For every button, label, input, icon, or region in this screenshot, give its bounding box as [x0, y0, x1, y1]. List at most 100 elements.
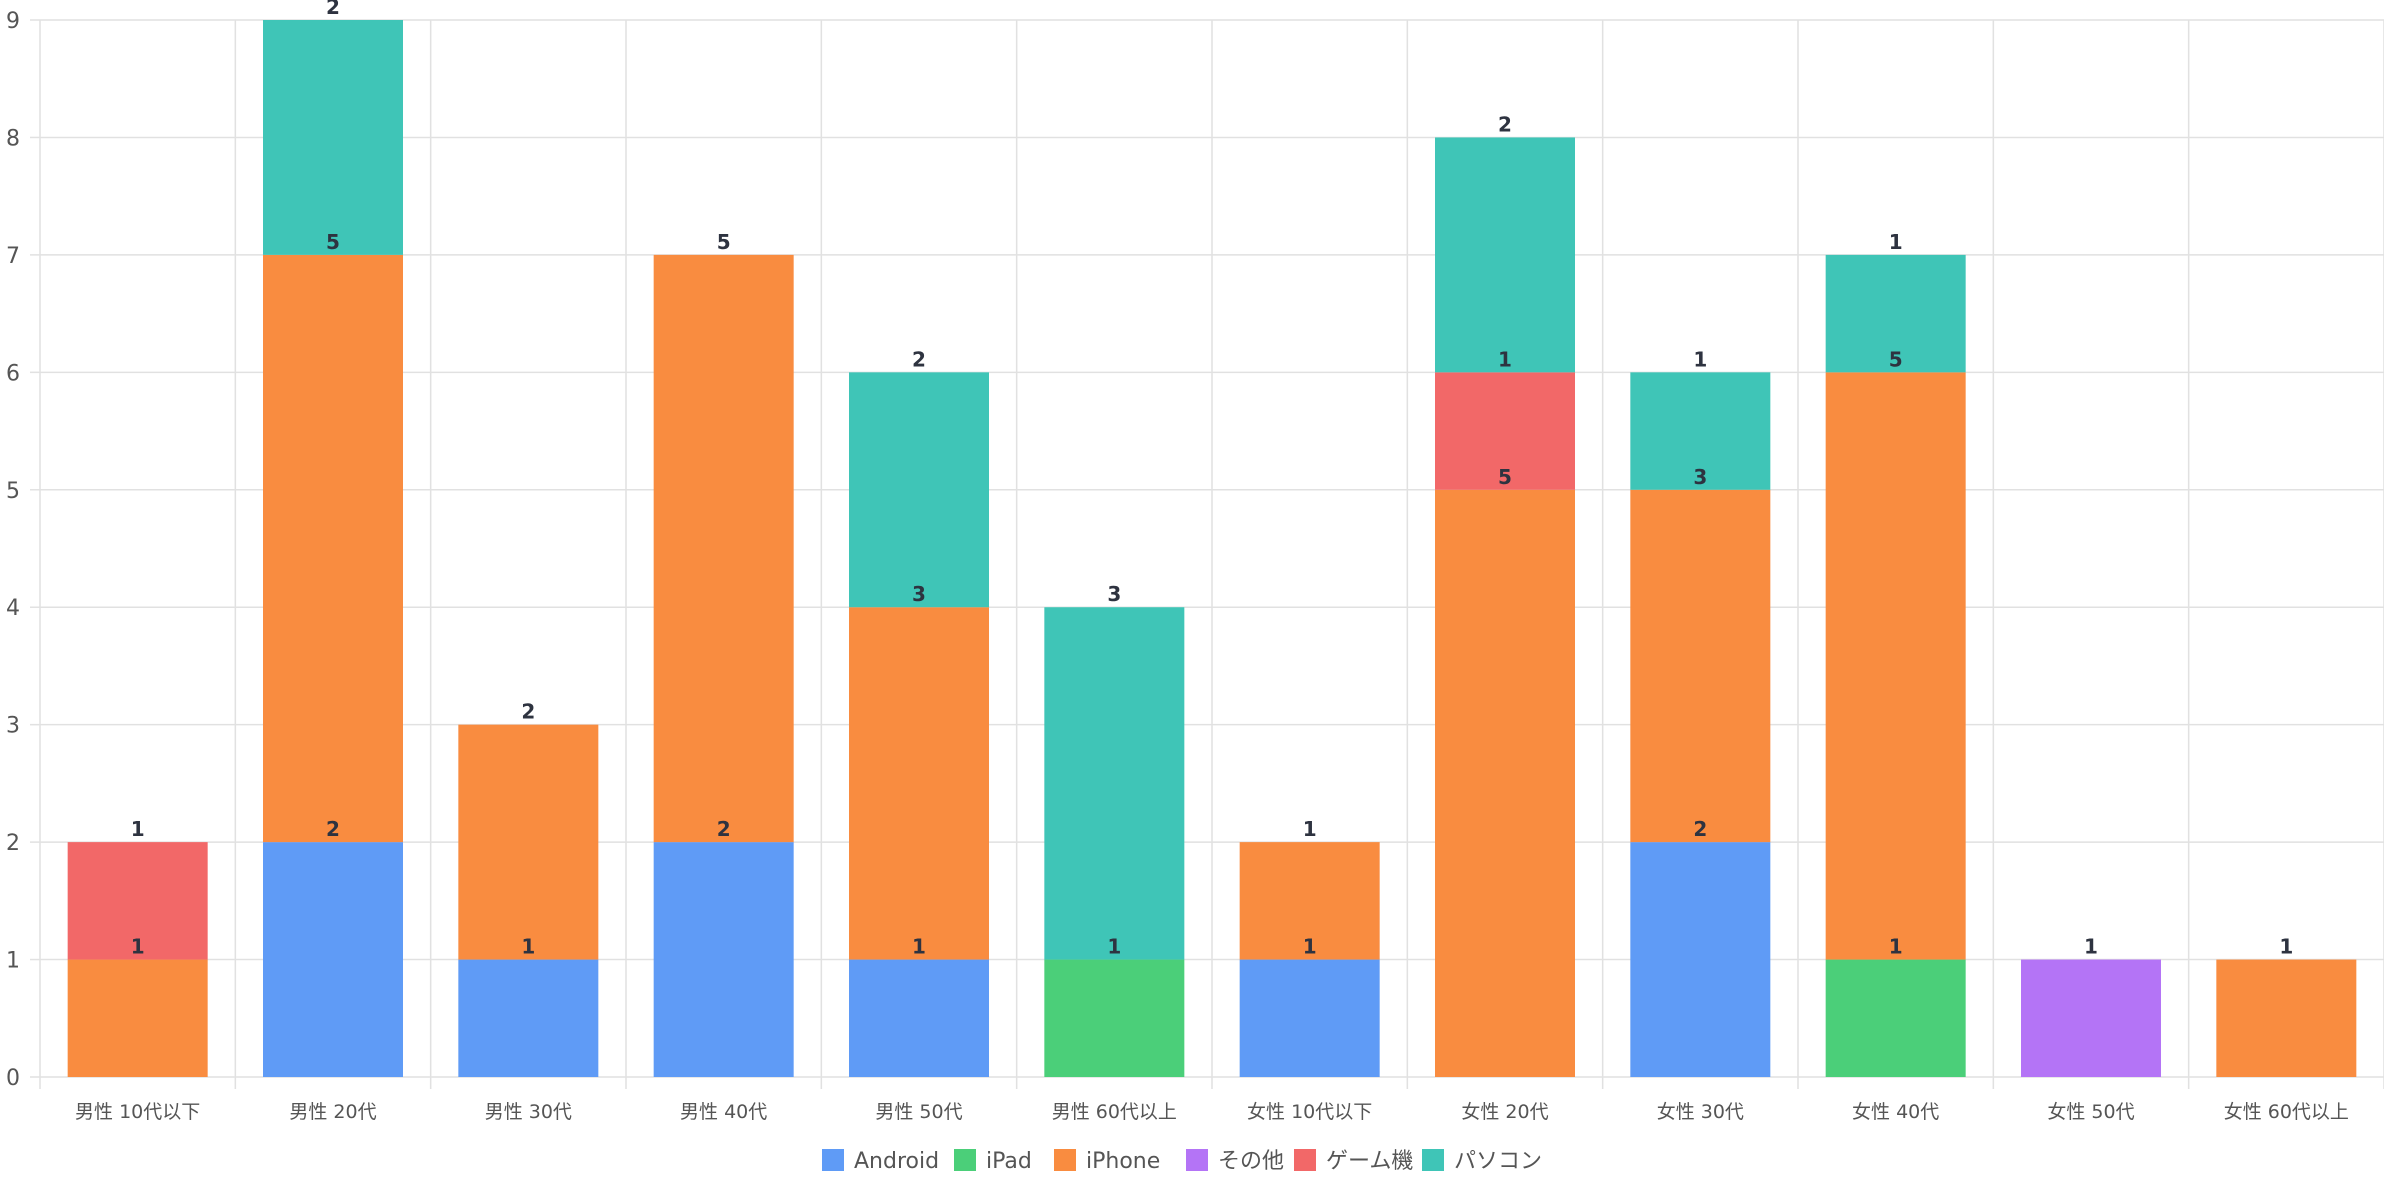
bar-segment [458, 959, 599, 1077]
x-tick-label: 女性 10代以下 [1247, 1101, 1372, 1123]
data-label: 1 [1107, 935, 1121, 959]
data-label: 1 [2084, 935, 2098, 959]
x-tick-label: 男性 20代 [289, 1101, 376, 1123]
data-label: 2 [1498, 112, 1512, 136]
x-axis: 男性 10代以下 男性 20代 男性 30代 男性 40代 男性 50代 男性 60代以上… [75, 1101, 2349, 1123]
data-label: 5 [326, 230, 340, 254]
y-tick-label: 8 [6, 126, 20, 151]
data-label: 2 [1693, 817, 1707, 841]
legend-item[interactable]: iPhone [1054, 1149, 1160, 1174]
bar-segment [1239, 959, 1380, 1077]
grid-lines [39, 19, 2384, 1089]
bar-segment [1435, 137, 1575, 373]
legend-swatch [1422, 1149, 1444, 1171]
x-tick-label: 女性 30代 [1657, 1101, 1744, 1123]
legend-swatch [822, 1149, 844, 1171]
x-tick-label: 女性 50代 [2047, 1101, 2134, 1123]
legend-swatch [1186, 1149, 1208, 1171]
data-label: 2 [326, 817, 340, 841]
x-tick-label: 男性 10代以下 [75, 1101, 200, 1123]
legend-label: Android [854, 1149, 939, 1174]
bar-segment [1630, 842, 1771, 1077]
y-tick-label: 2 [6, 831, 20, 856]
y-tick-label: 3 [6, 714, 20, 739]
data-label: 3 [912, 582, 926, 606]
data-label: 5 [1498, 465, 1512, 489]
data-label: 5 [717, 230, 731, 254]
data-label: 2 [521, 700, 535, 724]
data-label: 2 [717, 817, 731, 841]
bar-segment [1435, 489, 1575, 1077]
legend-swatch [954, 1149, 976, 1171]
legend-label: パソコン [1454, 1149, 1542, 1174]
data-label: 1 [1303, 817, 1317, 841]
data-label: 1 [1889, 230, 1903, 254]
legend-label: その他 [1218, 1149, 1284, 1174]
x-tick-label: 男性 40代 [680, 1101, 767, 1123]
bar-segment [263, 254, 403, 843]
bar-segment [1044, 607, 1185, 960]
x-tick-label: 女性 60代以上 [2224, 1101, 2349, 1123]
y-tick-label: 9 [6, 9, 20, 34]
bar-segment [263, 842, 403, 1077]
x-tick-label: 男性 60代以上 [1052, 1101, 1177, 1123]
data-label: 1 [521, 935, 535, 959]
bar-segment [849, 607, 989, 960]
bar-segment [1825, 959, 1966, 1077]
legend-item[interactable]: Android [822, 1149, 939, 1174]
bar-segment [1630, 372, 1771, 490]
legend: Android iPad iPhone その他 ゲーム機 パソコン [822, 1149, 1542, 1174]
data-label: 1 [912, 935, 926, 959]
legend-item[interactable]: ゲーム機 [1294, 1149, 1413, 1174]
bar-segments [67, 20, 2357, 1077]
bar-segment [458, 724, 599, 960]
bar-segment [2021, 959, 2161, 1077]
y-tick-label: 5 [6, 479, 20, 504]
x-tick-label: 男性 30代 [485, 1101, 572, 1123]
y-tick-label: 7 [6, 244, 20, 269]
data-label: 3 [1107, 582, 1121, 606]
data-label: 1 [131, 817, 145, 841]
legend-item[interactable]: iPad [954, 1149, 1032, 1174]
bar-segment [653, 254, 794, 843]
legend-label: iPhone [1086, 1149, 1160, 1174]
y-tick-label: 1 [6, 949, 20, 974]
data-label: 1 [1889, 935, 1903, 959]
bar-segment [653, 842, 794, 1077]
bar-segment [67, 959, 208, 1077]
data-label: 2 [326, 0, 340, 19]
data-label: 2 [912, 347, 926, 371]
legend-label: iPad [986, 1149, 1032, 1174]
x-tick-label: 女性 20代 [1461, 1101, 1548, 1123]
bar-segment [849, 372, 989, 608]
data-labels: 1 1 2 5 2 1 2 2 5 1 3 2 1 3 1 1 5 1 2 2 3 1 1 5 1 1 1 [131, 0, 2294, 959]
x-tick-label: 男性 50代 [875, 1101, 962, 1123]
bar-segment [1630, 489, 1771, 843]
bar-segment [1044, 959, 1185, 1077]
bar-segment [1825, 254, 1966, 373]
bar-segment [2216, 959, 2357, 1077]
x-tick-label: 女性 40代 [1852, 1101, 1939, 1123]
bar-segment [849, 959, 989, 1077]
legend-swatch [1054, 1149, 1076, 1171]
data-label: 1 [1693, 347, 1707, 371]
bar-segment [1435, 372, 1575, 490]
bar-segment [67, 842, 208, 960]
data-label: 1 [1303, 935, 1317, 959]
y-tick-label: 0 [6, 1066, 20, 1091]
legend-swatch [1294, 1149, 1316, 1171]
data-label: 5 [1889, 347, 1903, 371]
legend-item[interactable]: その他 [1186, 1149, 1284, 1174]
bar-segment [1825, 372, 1966, 960]
data-label: 1 [1498, 347, 1512, 371]
data-label: 3 [1693, 465, 1707, 489]
bar-segment [263, 20, 403, 255]
y-tick-label: 4 [6, 596, 20, 621]
y-axis: 0 1 2 3 4 5 6 7 8 9 [6, 9, 40, 1091]
y-tick-label: 6 [6, 361, 20, 386]
bar-segment [1239, 842, 1380, 960]
legend-label: ゲーム機 [1326, 1149, 1413, 1174]
legend-item[interactable]: パソコン [1422, 1149, 1542, 1174]
data-label: 1 [131, 935, 145, 959]
